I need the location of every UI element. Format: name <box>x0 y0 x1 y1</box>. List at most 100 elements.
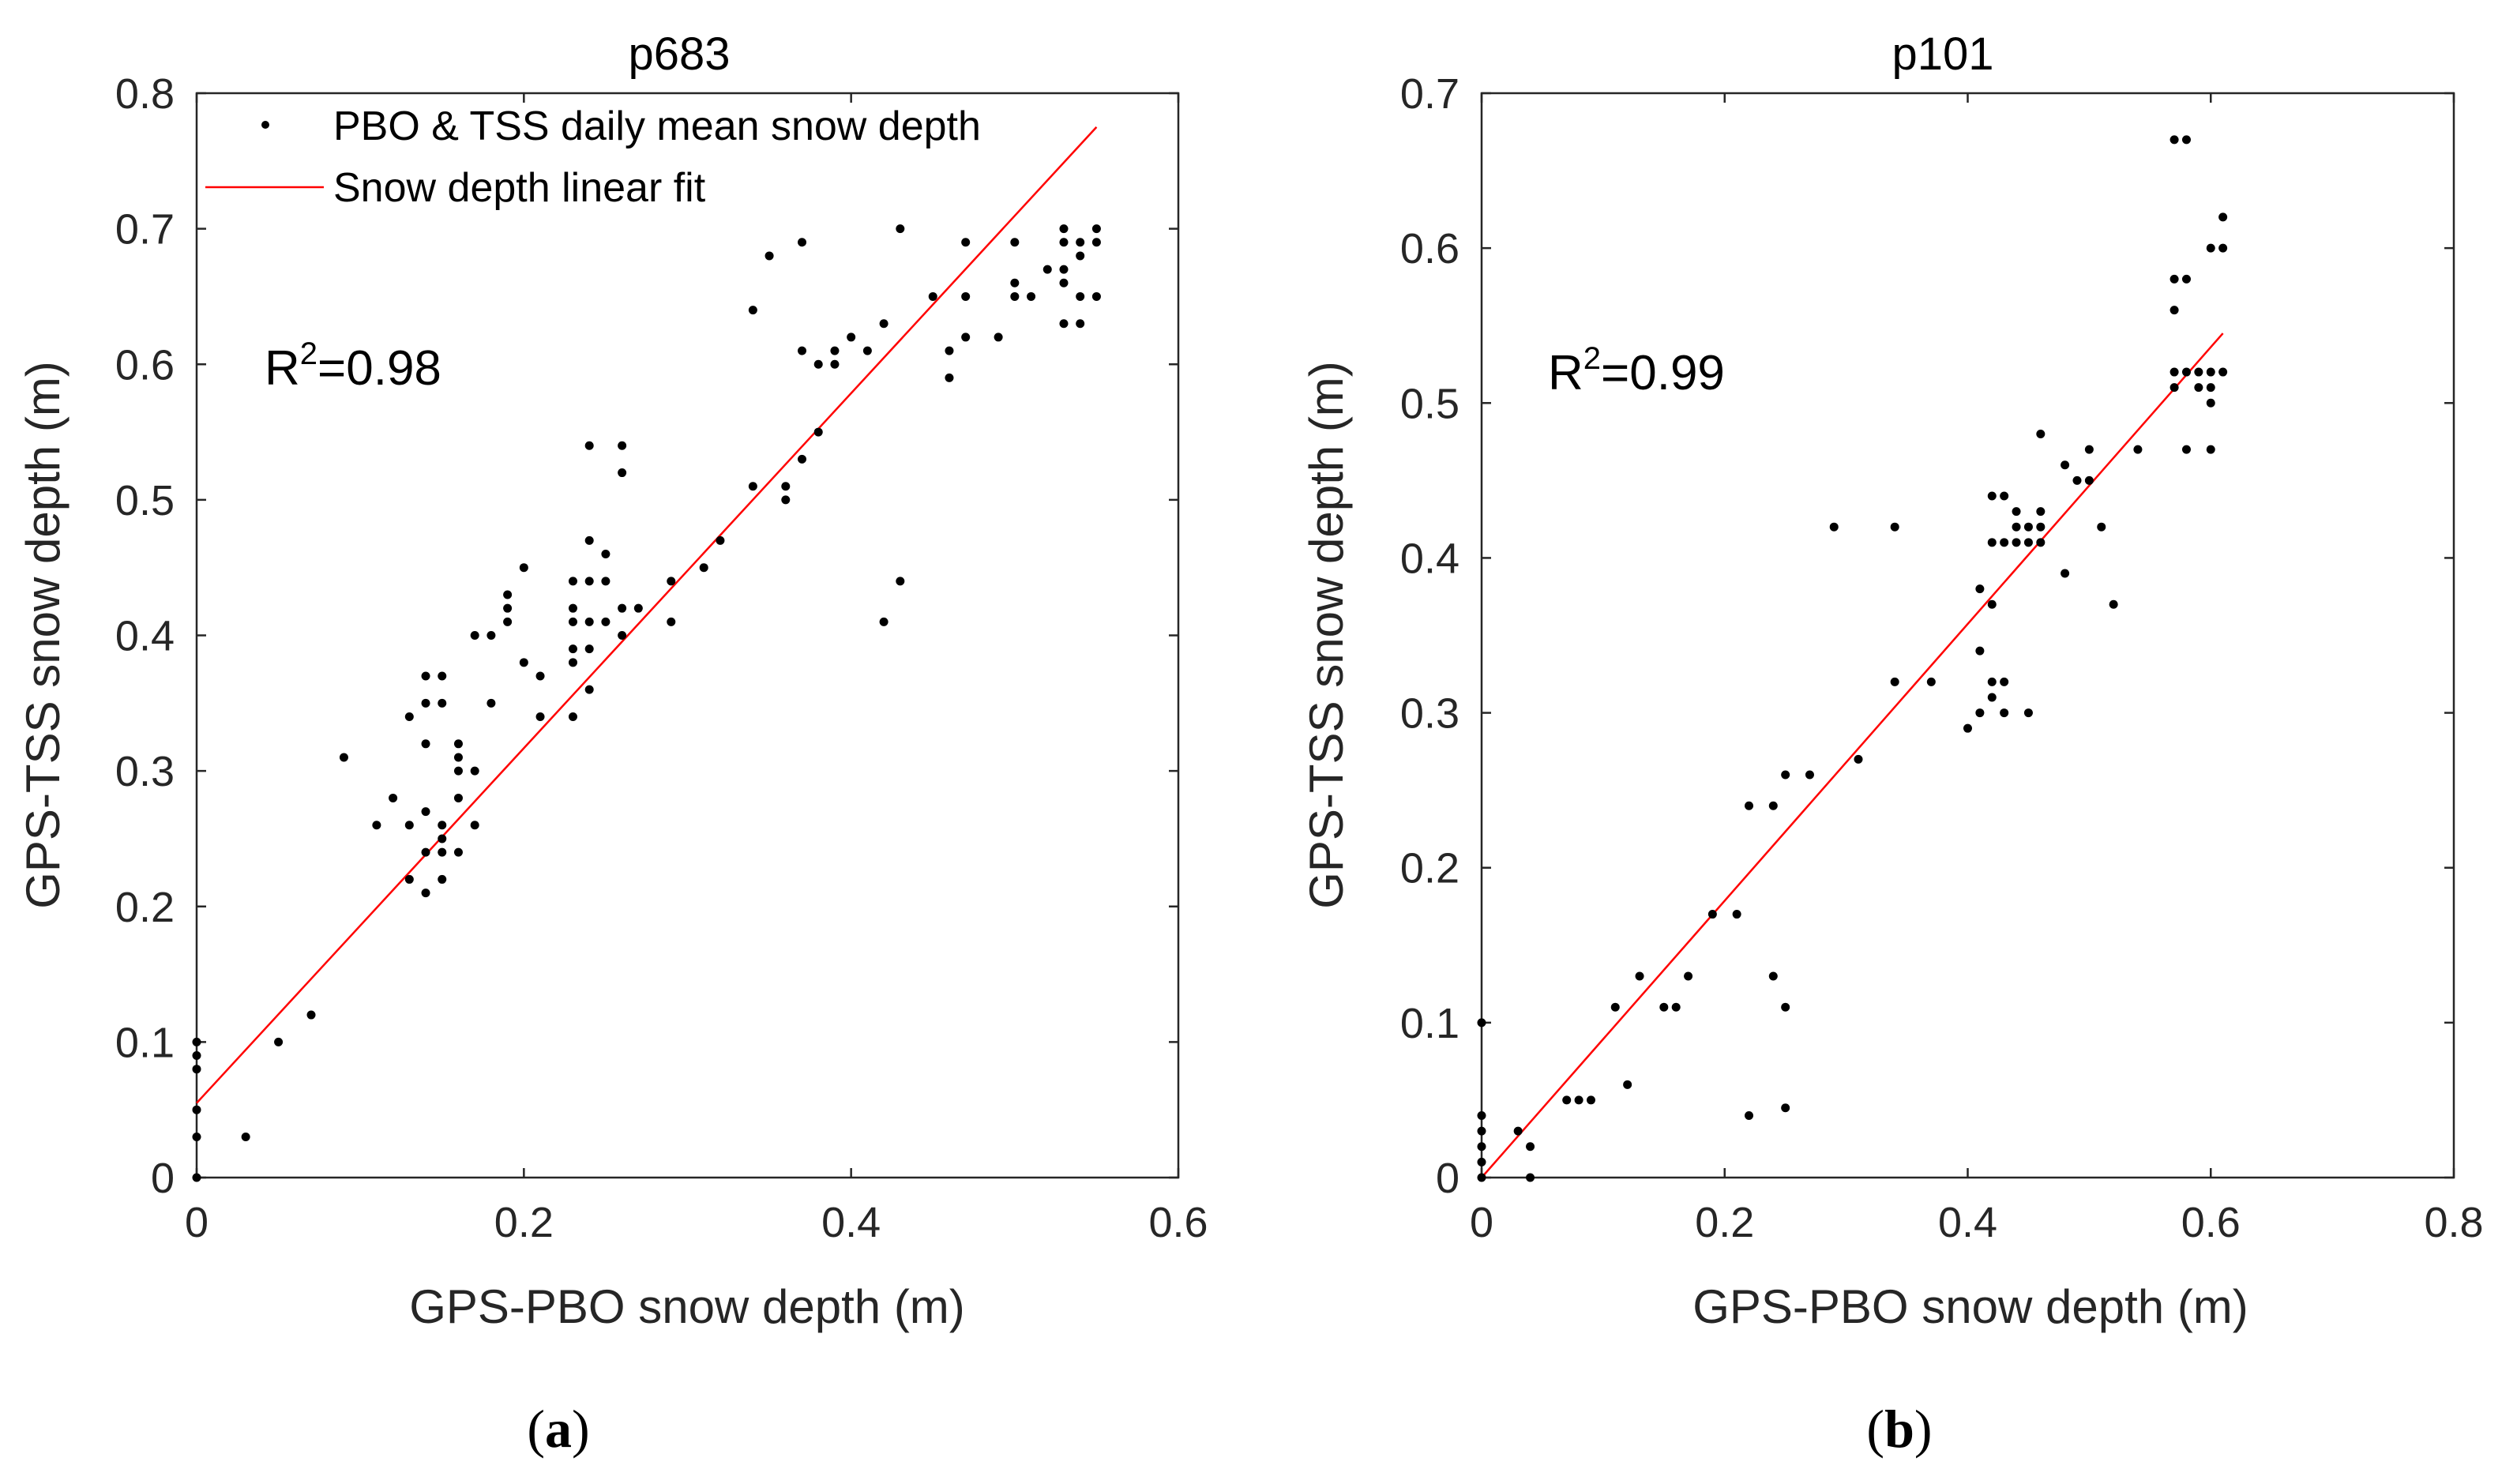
y-tick-label: 0.6 <box>115 341 175 389</box>
data-point <box>2012 538 2021 547</box>
data-point <box>961 332 971 342</box>
data-point <box>2036 538 2046 547</box>
data-point <box>847 332 856 342</box>
y-tick-label: 0.1 <box>1400 1000 1459 1047</box>
data-point <box>2218 367 2228 377</box>
data-point <box>421 807 430 817</box>
plot-a-title: p683 <box>628 28 730 80</box>
data-point <box>618 441 627 450</box>
data-point <box>896 224 905 234</box>
data-point <box>1027 291 1036 301</box>
data-point <box>862 346 872 355</box>
data-point <box>2061 460 2070 470</box>
r2-a-sup: 2 <box>300 336 317 371</box>
data-point <box>1623 1080 1632 1089</box>
data-point <box>2012 507 2021 517</box>
data-point <box>1975 646 1985 656</box>
y-tick-label: 0.4 <box>115 613 175 660</box>
fit-line <box>196 126 1098 1104</box>
y-tick-label: 0.7 <box>1400 70 1459 118</box>
data-point <box>568 617 577 626</box>
data-point <box>1010 238 1020 247</box>
data-point <box>1059 265 1069 274</box>
x-tick-label: 0.6 <box>1148 1199 1208 1246</box>
data-point <box>2000 491 2009 501</box>
data-point <box>535 712 545 721</box>
data-point <box>584 617 594 626</box>
data-point <box>1987 693 1997 702</box>
data-point <box>961 291 971 301</box>
x-tick-label: 0.4 <box>1938 1199 1997 1246</box>
data-point <box>1926 677 1936 686</box>
data-point <box>421 698 430 708</box>
data-point <box>1091 238 1101 247</box>
data-point <box>781 482 791 491</box>
data-point <box>2206 367 2215 377</box>
panel-a-close: ) <box>572 1399 590 1459</box>
data-point <box>994 332 1003 342</box>
y-tick-label: 0.3 <box>1400 690 1459 738</box>
data-point <box>1854 754 1863 764</box>
data-point <box>192 1133 201 1142</box>
data-point <box>584 441 594 450</box>
data-point <box>519 658 528 667</box>
data-point <box>1975 584 1985 594</box>
r2-a-suffix: =0.98 <box>317 341 441 396</box>
plot-a-legend: PBO & TSS daily mean snow depth Snow dep… <box>205 103 981 211</box>
data-point <box>503 603 513 613</box>
data-point <box>1975 708 1985 718</box>
data-point <box>1513 1126 1523 1136</box>
data-point <box>1091 291 1101 301</box>
plot-b-r2-annotation: R2=0.99 <box>1548 341 1725 400</box>
data-point <box>438 834 447 843</box>
panel-a-label: (a) <box>527 1399 589 1459</box>
data-point <box>2023 538 2033 547</box>
data-point <box>1042 265 1052 274</box>
y-tick-label: 0.5 <box>1400 380 1459 427</box>
y-tick-label: 0 <box>151 1155 175 1202</box>
data-point <box>404 821 414 830</box>
data-point <box>453 766 463 776</box>
data-point <box>535 671 545 681</box>
data-point <box>470 766 479 776</box>
data-point <box>519 563 528 573</box>
data-point <box>453 753 463 762</box>
data-point <box>1059 224 1069 234</box>
data-point <box>438 671 447 681</box>
data-point <box>404 712 414 721</box>
data-point <box>1707 910 1717 919</box>
data-point <box>568 658 577 667</box>
data-point <box>716 535 725 545</box>
data-point <box>961 238 971 247</box>
plot-b-ylabel: GPS-TSS snow depth (m) <box>1300 361 1353 909</box>
data-point <box>438 698 447 708</box>
data-point <box>1659 1002 1669 1012</box>
data-point <box>2206 445 2215 454</box>
data-point <box>798 454 807 464</box>
data-point <box>2097 522 2106 532</box>
data-point <box>1805 770 1814 780</box>
data-point <box>1477 1111 1486 1121</box>
data-point <box>1477 1142 1486 1152</box>
data-point <box>192 1051 201 1061</box>
data-point <box>2036 430 2046 439</box>
data-point <box>584 644 594 654</box>
plot-a-points <box>192 224 1101 1182</box>
data-point <box>1610 1002 1620 1012</box>
data-point <box>2170 274 2179 284</box>
panel-b-label: (b) <box>1866 1399 1932 1459</box>
data-point <box>2036 507 2046 517</box>
plot-a-ticks: 0 0.2 0.4 0.6 0 0.1 0.2 0.3 0.4 0.5 0.6 0.7 0.8 <box>115 70 1208 1246</box>
data-point <box>389 793 398 802</box>
data-point <box>1477 1173 1486 1182</box>
data-point <box>1076 238 1085 247</box>
data-point <box>306 1010 316 1020</box>
data-point <box>1076 251 1085 261</box>
x-tick-label: 0.2 <box>1695 1199 1754 1246</box>
data-point <box>404 874 414 884</box>
x-tick-label: 0.2 <box>494 1199 554 1246</box>
data-point <box>830 359 840 369</box>
data-point <box>2012 522 2021 532</box>
data-point <box>503 617 513 626</box>
plot-a-xlabel: GPS-PBO snow depth (m) <box>409 1280 965 1333</box>
